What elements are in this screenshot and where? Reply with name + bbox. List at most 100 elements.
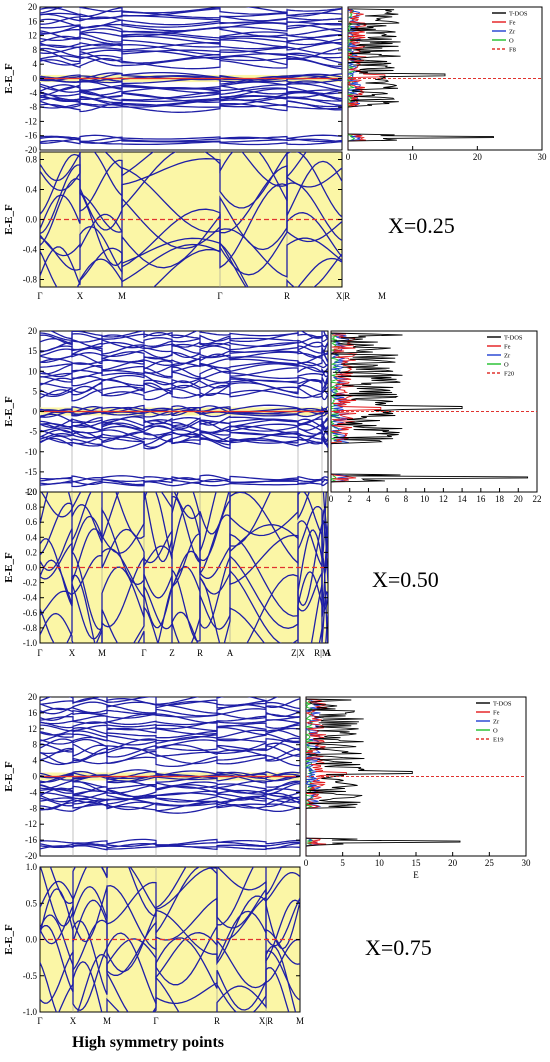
x2-full-band-line xyxy=(40,707,300,718)
x1-full-band-line xyxy=(40,429,328,442)
x1-dos-xtick-label: 22 xyxy=(533,494,542,504)
x2-full-ytick-label: 20 xyxy=(28,692,38,702)
x1-dos-xtick-label: 10 xyxy=(420,494,430,504)
x1-zoom-band-line xyxy=(40,519,328,607)
x1-full-ytick-label: 20 xyxy=(28,326,38,336)
x1-dos-xtick-label: 8 xyxy=(404,494,409,504)
x0-full-ytick-label: 0 xyxy=(33,74,38,84)
x2-full-ytick-label: 16 xyxy=(28,708,38,718)
x0-dos-xtick-label: 30 xyxy=(538,152,548,162)
x0-full-band-line xyxy=(40,72,342,82)
x0-dos-panel: 0 10 20 30 T-DOS Fe Zr O F8 xyxy=(346,6,548,162)
x0-dos-xtick-label: 20 xyxy=(473,152,483,162)
x2-zoom-kpoint-label: Γ xyxy=(153,1016,158,1026)
x0-full-ytick-label: 8 xyxy=(33,45,38,55)
x1-dos-panel: 0 2 4 6 8 10 12 14 16 18 20 22 T-DOS Fe Zr O F20 xyxy=(329,330,542,504)
x1-full-band-line xyxy=(40,340,328,352)
x1-zoom-band-line xyxy=(40,504,328,586)
x2-full-band-line xyxy=(40,747,300,762)
x2-full-ytick-label: 8 xyxy=(33,740,38,750)
x1-dos-xtick-label: 4 xyxy=(366,494,371,504)
x2-zoom-band-line xyxy=(40,932,300,1011)
x2-dos-xtick-label: 0 xyxy=(304,858,309,868)
x1-full-band-line xyxy=(40,338,328,349)
x1-full-band-line xyxy=(40,374,328,386)
x2-full-band-line xyxy=(40,841,300,848)
x2-full-ytick-label: -16 xyxy=(25,835,37,845)
x0-full-ytick-label: -20 xyxy=(25,145,37,155)
x2-full-bands xyxy=(40,697,300,856)
x1-full-panel xyxy=(39,330,329,493)
x1-full-band-line xyxy=(40,480,328,488)
x2-full-ytick-label: 12 xyxy=(28,724,37,734)
x0-full-ytick-label: -16 xyxy=(25,131,37,141)
x2-full-band-line xyxy=(40,737,300,752)
x2-zoom-ytick-label: -0.5 xyxy=(23,971,38,981)
x2-full-ytick-label: 4 xyxy=(33,756,38,766)
x0-dos-dos-curve-t-dos xyxy=(347,7,494,150)
x1-zoom-band-line xyxy=(40,556,328,643)
x2-full-band-line xyxy=(40,845,300,851)
x1-full-ytick-label: 5 xyxy=(33,386,38,396)
x2-full-band-line xyxy=(40,803,300,814)
x1-full-band-line xyxy=(40,384,328,399)
x0-zoom-kpoint-label: X|R xyxy=(336,291,350,301)
x2-dos-panel: 0 5 10 15 20 25 30 E T-DOS Fe Zr O E19 xyxy=(304,696,531,880)
x2-zoom-bands xyxy=(40,867,300,1012)
x1-full-ytick-label: -5 xyxy=(30,427,38,437)
x0-full-band-line xyxy=(40,139,342,146)
composition-label-x025: X=0.25 xyxy=(388,213,455,238)
x0-zoom-kpoint-label: M xyxy=(118,291,126,301)
x1-zoom-band-line xyxy=(40,549,328,631)
x2-zoom-kpoint-label: M xyxy=(103,1016,111,1026)
x0-zoom-kpoint-label: Γ xyxy=(217,291,222,301)
x1-zoom-kpoint-label: Z|X xyxy=(291,648,305,658)
x0-full-ytick-label: 16 xyxy=(28,16,38,26)
x1-dos-xtick-label: 6 xyxy=(385,494,390,504)
x1-full-band-line xyxy=(40,437,328,450)
x0-full-ytick-label: -4 xyxy=(30,88,38,98)
x0-zoom-ytick-label: 0.8 xyxy=(26,155,38,165)
x0-zoom-kpoint-label: Γ xyxy=(37,291,42,301)
x1-zoom-ytick-label: -0.4 xyxy=(23,593,38,603)
x1-dos-xtick-label: 12 xyxy=(439,494,448,504)
x2-zoom-kpoint-label: X|R xyxy=(259,1016,273,1026)
x0-dos-legend-label: Zr xyxy=(509,29,516,36)
x1-zoom-band-line xyxy=(40,529,328,618)
x0-dos-xtick-label: 10 xyxy=(408,152,418,162)
x1-zoom-panel xyxy=(39,491,329,644)
x2-full-ylabel: E-E_F xyxy=(3,761,15,792)
x1-full-ytick-label: -15 xyxy=(25,467,37,477)
x0-zoom-kpoint-label: M xyxy=(378,291,386,301)
x2-zoom-ylabel: E-E_F xyxy=(3,924,15,955)
x0-full-band-line xyxy=(40,18,342,29)
x0-full-band-line xyxy=(40,44,342,56)
x2-zoom-ytick-label: 0.5 xyxy=(26,898,38,908)
x1-full-band-line xyxy=(40,344,328,355)
x2-full-ytick-label: -12 xyxy=(25,819,37,829)
x0-zoom-ytick-label: -0.4 xyxy=(23,245,38,255)
x1-zoom-band-line xyxy=(40,605,328,643)
x0-zoom-kpoint-label: R xyxy=(284,291,290,301)
x1-zoom-ytick-label: 0.4 xyxy=(26,532,38,542)
x1-zoom-kpoint-label: Z xyxy=(169,648,175,658)
x1-zoom-ytick-label: 0.6 xyxy=(26,517,38,527)
x1-full-ylabel: E-E_F xyxy=(3,396,15,427)
x1-full-ytick-label: -10 xyxy=(25,447,37,457)
x1-zoom-ytick-label: 0.8 xyxy=(26,502,38,512)
x2-dos-xtick-label: 15 xyxy=(412,858,422,868)
x2-dos-legend-label: O xyxy=(493,728,498,735)
x0-full-band-line xyxy=(40,57,342,70)
x2-dos-legend-label: T-DOS xyxy=(493,701,512,708)
x2-dos-xtick-label: 5 xyxy=(340,858,345,868)
x1-zoom-kpoint-label: Γ xyxy=(141,648,146,658)
x1-full-bands xyxy=(40,331,328,492)
x2-full-band-line xyxy=(40,769,300,779)
x1-full-ytick-label: 10 xyxy=(28,366,38,376)
composition-label-x050: X=0.50 xyxy=(372,567,439,592)
x2-dos-xtick-label: 10 xyxy=(375,858,385,868)
x0-full-band-line xyxy=(40,49,342,63)
x2-full-band-line xyxy=(40,801,300,812)
x2-zoom-kpoint-label: M xyxy=(296,1016,304,1026)
x0-zoom-ytick-label: 0.0 xyxy=(26,215,38,225)
